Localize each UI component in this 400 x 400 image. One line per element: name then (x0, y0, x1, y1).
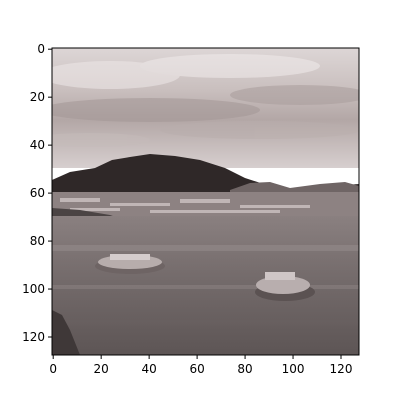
y-tick-label: 120 (22, 330, 45, 344)
foreground-rocks (52, 310, 80, 355)
x-tick-label: 20 (94, 362, 109, 376)
x-tick-label: 60 (189, 362, 204, 376)
x-tick-label: 100 (282, 362, 305, 376)
y-tick-label: 20 (30, 90, 45, 104)
x-tick-label: 0 (49, 362, 57, 376)
x-tick-label: 80 (237, 362, 252, 376)
axes-frame (51, 47, 360, 356)
clouds (52, 54, 359, 147)
y-tick-label: 60 (30, 186, 45, 200)
town-lights (60, 198, 310, 213)
x-tick-label: 120 (330, 362, 353, 376)
water-reflections (52, 245, 359, 325)
landscape-image (52, 48, 359, 355)
x-axis: 0 20 40 60 80 100 120 (49, 355, 352, 376)
left-islet (95, 254, 165, 274)
x-tick-label: 40 (141, 362, 156, 376)
right-islet (255, 272, 315, 301)
y-axis: 0 20 40 60 80 100 120 (22, 42, 52, 344)
y-tick-label: 0 (37, 42, 45, 56)
y-tick-label: 100 (22, 282, 45, 296)
y-tick-label: 40 (30, 138, 45, 152)
y-tick-label: 80 (30, 234, 45, 248)
